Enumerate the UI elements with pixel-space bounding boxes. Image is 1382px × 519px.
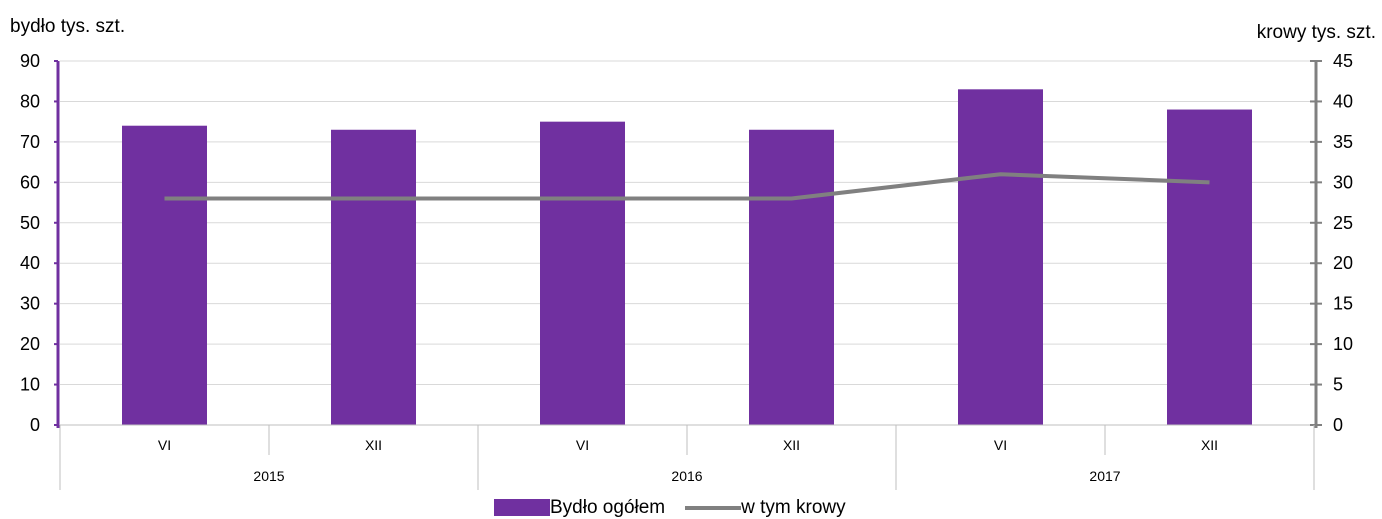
left-tick-label: 40 bbox=[20, 253, 40, 273]
right-tick-label: 0 bbox=[1333, 415, 1343, 435]
category-label: VI bbox=[576, 437, 589, 453]
bar bbox=[958, 89, 1043, 426]
right-tick-label: 25 bbox=[1333, 213, 1353, 233]
left-tick-label: 20 bbox=[20, 334, 40, 354]
left-tick-label: 60 bbox=[20, 172, 40, 192]
left-tick-label: 90 bbox=[20, 51, 40, 71]
group-label: 2016 bbox=[671, 468, 702, 484]
bar-series bbox=[122, 89, 1252, 426]
left-tick-label: 30 bbox=[20, 294, 40, 314]
right-tick-label: 30 bbox=[1333, 172, 1353, 192]
gridlines bbox=[60, 60, 1314, 386]
right-tick-label: 45 bbox=[1333, 51, 1353, 71]
right-tick-label: 5 bbox=[1333, 375, 1343, 395]
bar bbox=[122, 125, 207, 425]
y-axis-left-title: bydło tys. szt. bbox=[10, 16, 126, 37]
category-axis: VI XII VI XII VI XII 2015 2016 2017 bbox=[59, 425, 1315, 490]
legend-swatch-bars bbox=[494, 499, 550, 516]
left-tick-label: 80 bbox=[20, 91, 40, 111]
bar bbox=[540, 121, 625, 426]
line-series bbox=[164, 172, 1210, 201]
group-label: 2017 bbox=[1089, 468, 1120, 484]
category-label: XII bbox=[365, 437, 382, 453]
legend-label-bars: Bydło ogółem bbox=[550, 496, 666, 518]
right-axis-ticks: 0 5 10 15 20 25 30 35 40 45 bbox=[1310, 51, 1353, 435]
category-label: XII bbox=[1201, 437, 1218, 453]
right-tick-label: 10 bbox=[1333, 334, 1353, 354]
line-path bbox=[164, 172, 1210, 201]
legend-label-line: w tym krowy bbox=[741, 496, 846, 518]
right-tick-label: 20 bbox=[1333, 253, 1353, 273]
category-label: VI bbox=[158, 437, 171, 453]
left-tick-label: 0 bbox=[30, 415, 40, 435]
axes bbox=[56, 61, 1318, 428]
legend-item-bars: Bydło ogółem bbox=[494, 497, 665, 519]
legend: Bydło ogółem w tym krowy bbox=[494, 496, 846, 519]
bar bbox=[331, 129, 416, 425]
right-tick-label: 15 bbox=[1333, 294, 1353, 314]
right-tick-label: 35 bbox=[1333, 132, 1353, 152]
y-axis-right-title: krowy tys. szt. bbox=[1256, 22, 1376, 43]
category-label: VI bbox=[994, 437, 1007, 453]
legend-swatch-line bbox=[685, 505, 742, 510]
left-tick-label: 50 bbox=[20, 213, 40, 233]
category-label: XII bbox=[783, 437, 800, 453]
legend-item-line: w tym krowy bbox=[665, 497, 846, 519]
group-label: 2015 bbox=[253, 468, 284, 484]
left-tick-label: 70 bbox=[20, 132, 40, 152]
bar bbox=[1167, 109, 1252, 426]
left-axis-ticks: 0 10 20 30 40 50 60 70 80 90 bbox=[20, 51, 58, 435]
left-tick-label: 10 bbox=[20, 375, 40, 395]
bar bbox=[749, 129, 834, 425]
right-tick-label: 40 bbox=[1333, 91, 1353, 111]
